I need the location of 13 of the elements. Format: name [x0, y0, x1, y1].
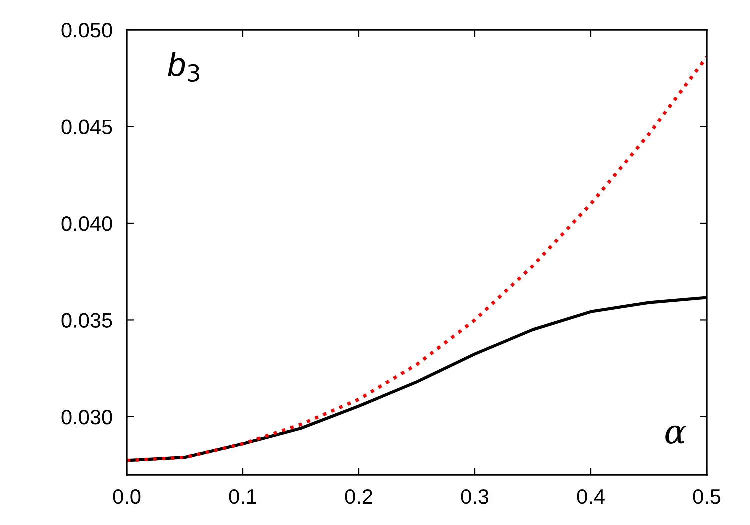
- x-tick-label: 0.3: [461, 489, 489, 504]
- y-axis-title: b$_{3}$: [168, 52, 200, 82]
- x-tick-label: 0.2: [345, 489, 372, 504]
- x-tick-label: 0.4: [577, 489, 605, 504]
- y-tick-label: 0.035: [62, 313, 112, 328]
- y-tick-label: 0.045: [62, 120, 112, 134]
- x-tick-label: 0.1: [229, 489, 256, 504]
- y-tick-label: 0.040: [62, 216, 112, 232]
- x-tick-label: 0.0: [113, 489, 141, 504]
- y-tick-label: 0.030: [62, 410, 112, 425]
- x-axis-title: α: [666, 426, 686, 444]
- x-tick-label: 0.5: [693, 489, 721, 504]
- y-tick-label: 0.050: [62, 23, 112, 38]
